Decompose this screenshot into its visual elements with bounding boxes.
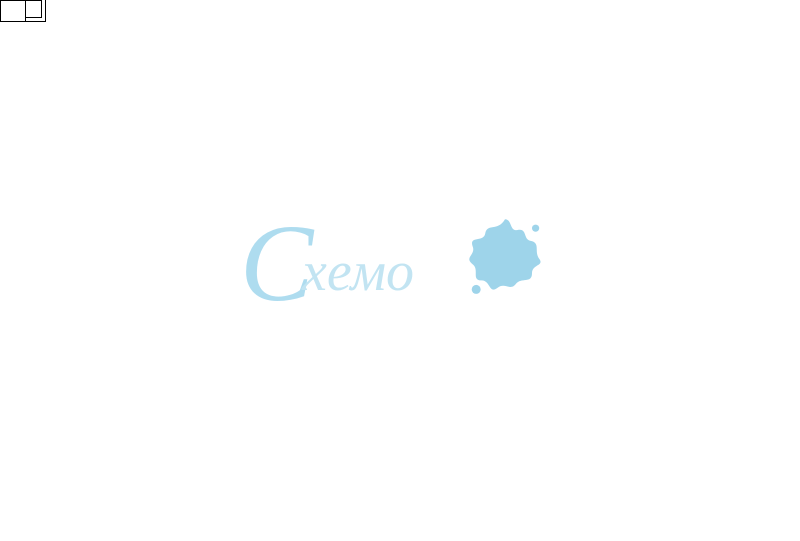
diagram-canvas: С хемо (0, 0, 800, 541)
node-defines-property (0, 0, 26, 22)
connector-lines (0, 0, 800, 541)
watermark: С хемо (240, 200, 560, 320)
watermark-letter: С (240, 208, 313, 318)
watermark-text: хемо (302, 240, 414, 304)
watermark-splat-icon (460, 212, 550, 302)
